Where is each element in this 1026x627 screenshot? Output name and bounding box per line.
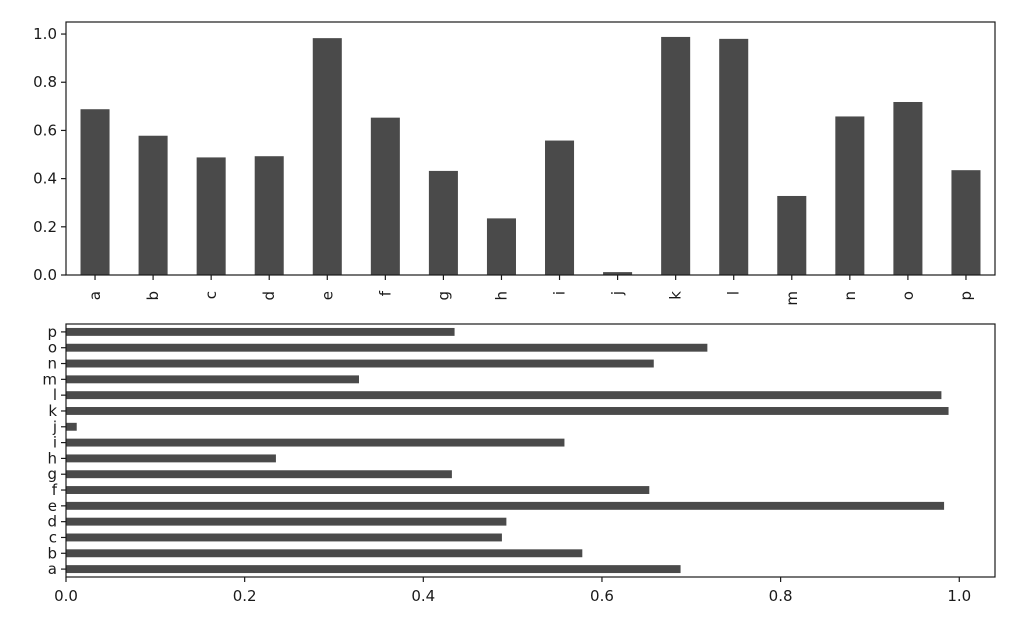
bar-h [66,454,276,463]
bar-k [66,407,949,415]
bar-j [66,422,77,431]
bar-c [196,157,226,275]
y-tick-label: 0.0 [33,266,57,284]
x-tick-label: l [725,291,743,295]
y-tick-label: 1.0 [33,25,57,43]
bar-m [66,375,359,384]
x-tick-label: o [899,291,917,300]
x-tick-label: m [783,291,801,306]
y-tick-label: 0.2 [33,218,57,236]
y-tick-label: g [47,465,57,483]
bar-h [486,218,516,275]
bar-m [777,195,807,275]
vertical-bar-chart: a b c d e f g h i j k l m n o p 0.0 0.2 0.4 0.6 0.8 1.0 [33,21,996,306]
bar-l [719,38,749,275]
x-tick-label: j [609,291,627,296]
bar-c [66,533,502,542]
x-tick-label: c [202,291,220,299]
y-tick-label: b [47,544,57,562]
bar-a [66,565,681,574]
y-tick-label: d [47,513,57,531]
bar-n [835,116,865,275]
x-tick-label: g [434,291,452,301]
y-tick-label: o [48,339,57,357]
bar-d [254,156,284,275]
bar-g [428,170,458,275]
bar-i [66,438,565,447]
y-tick-label: e [48,497,57,515]
bar-i [545,140,575,275]
bar-k [661,36,691,275]
x-tick-label: f [376,290,394,296]
bar-f [370,117,400,275]
y-tick-label: 0.8 [33,73,57,91]
bar-b [138,135,168,275]
bar-d [66,517,507,526]
y-tick-label: 0.6 [33,121,57,139]
bar-f [66,486,650,494]
x-tick-label: k [667,291,685,300]
y-tick-label: p [47,323,57,341]
x-tick-label: b [144,291,162,301]
y-tick-label: 0.4 [33,170,57,188]
x-tick-label: 0.0 [54,587,78,605]
bar-g [66,470,452,479]
y-tick-label: h [47,449,57,467]
axes-frame [65,21,996,276]
x-tick-label: 0.8 [769,587,793,605]
axes-frame [65,323,996,578]
bar-o [893,101,923,276]
bar-n [66,359,654,368]
x-tick-label: n [841,291,859,301]
y-tick-label: a [48,560,57,578]
y-tick-label: i [53,434,57,452]
bar-p [951,170,981,275]
x-tick-label: 0.2 [233,587,257,605]
bar-j [603,272,633,275]
x-tick-label: 1.0 [947,587,971,605]
x-tick-label: i [551,291,569,295]
y-tick-label: k [48,402,57,420]
bar-o [66,343,708,352]
bar-e [312,38,342,275]
bar-l [66,391,942,400]
x-tick-label: d [260,291,278,301]
bar-a [80,109,110,275]
y-tick-label: m [42,370,57,388]
y-tick-label: j [52,418,57,436]
x-tick-label: e [318,291,336,300]
x-tick-label: a [86,291,104,300]
bar-p [66,327,455,336]
x-tick-label: 0.6 [590,587,614,605]
x-tick-label: 0.4 [411,587,435,605]
y-tick-label: l [53,386,57,404]
bar-b [66,549,583,558]
bar-e [66,501,945,510]
x-tick-label: h [492,291,510,301]
y-tick-label: f [52,481,58,499]
y-tick-label: n [47,355,57,373]
y-tick-label: c [49,528,57,546]
x-tick-label: p [957,291,975,301]
